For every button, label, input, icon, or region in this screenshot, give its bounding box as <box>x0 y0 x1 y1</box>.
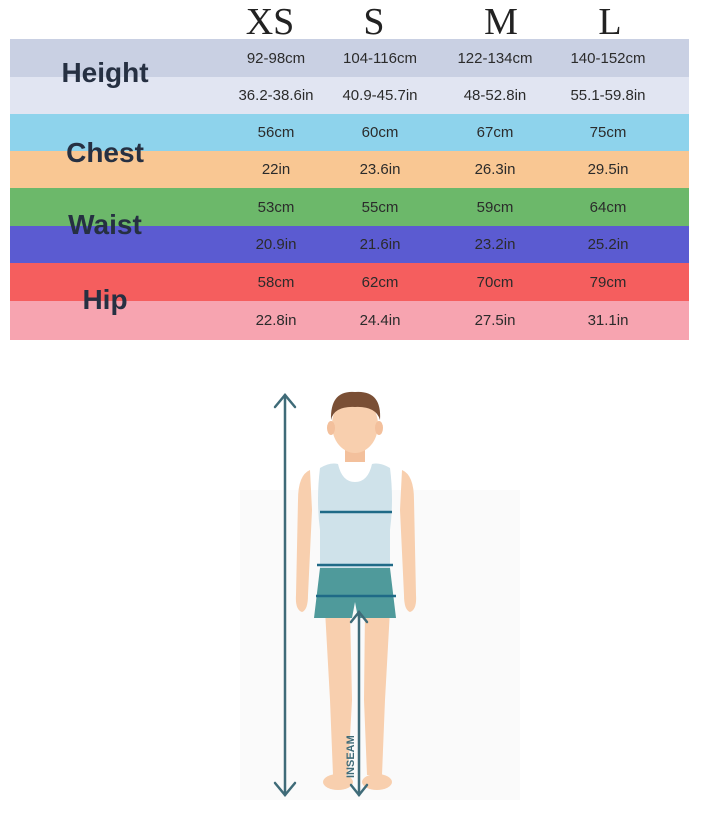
chest-label: Chest <box>66 137 144 168</box>
cell: 26.3in <box>474 161 516 178</box>
height-in-row: 36.2-38.6in 40.9-45.7in 48-52.8in 55.1-5… <box>10 77 689 114</box>
size-header-l: L <box>598 1 622 43</box>
hip-label: Hip <box>82 284 128 315</box>
hip-cm-row: 58cm 62cm 70cm 79cm <box>10 263 689 301</box>
height-cm-row: 92-98cm 104-116cm 122-134cm 140-152cm <box>10 39 689 77</box>
height-arrow-icon <box>273 393 297 797</box>
cell: 27.5in <box>474 312 516 329</box>
cell: 40.9-45.7in <box>342 87 418 104</box>
size-header-m: M <box>484 1 518 43</box>
hair <box>330 391 381 420</box>
cell: 55.1-59.8in <box>570 87 646 104</box>
cell: 79cm <box>589 273 627 291</box>
cell: 22.8in <box>255 312 297 329</box>
waist-in-row: 20.9in 21.6in 23.2in 25.2in <box>10 226 689 263</box>
cell: 24.4in <box>359 312 401 329</box>
waist-label: Waist <box>68 209 142 240</box>
shorts <box>314 568 396 618</box>
cell: 29.5in <box>587 161 629 178</box>
cell: 53cm <box>257 198 295 216</box>
chest-cm-row: 56cm 60cm 67cm 75cm <box>10 114 689 151</box>
right-ear <box>375 421 383 435</box>
waist-cm-row: 53cm 55cm 59cm 64cm <box>10 188 689 226</box>
left-ear <box>327 421 335 435</box>
cell: 58cm <box>257 273 295 291</box>
cell: 70cm <box>476 273 514 291</box>
cell: 140-152cm <box>570 49 646 67</box>
head <box>332 397 378 453</box>
cell: 23.2in <box>474 236 516 253</box>
cell: 20.9in <box>255 236 297 253</box>
cell: 122-134cm <box>457 49 533 67</box>
height-label: Height <box>61 57 149 88</box>
cell: 23.6in <box>359 161 401 178</box>
measurement-bands <box>316 510 396 598</box>
cell: 22in <box>261 161 291 178</box>
cell: 25.2in <box>587 236 629 253</box>
size-header-xs: XS <box>245 1 295 43</box>
cell: 104-116cm <box>343 49 417 67</box>
tank-top <box>318 463 392 568</box>
cell: 56cm <box>257 124 295 141</box>
inseam-arrow-icon <box>349 609 369 798</box>
size-chart-table: 92-98cm 104-116cm 122-134cm 140-152cm 36… <box>10 39 689 340</box>
cell: 55cm <box>361 198 399 216</box>
cell: 36.2-38.6in <box>238 87 314 104</box>
hip-in-row: 22.8in 24.4in 27.5in 31.1in <box>10 301 689 340</box>
cell: 21.6in <box>359 236 401 253</box>
body-measurement-figure: INSEAM <box>240 391 520 800</box>
cell: 31.1in <box>587 312 629 329</box>
legs <box>323 610 392 790</box>
cell: 59cm <box>476 198 514 216</box>
cell: 67cm <box>476 124 514 141</box>
inseam-label: INSEAM <box>345 735 357 778</box>
chest-in-row: 22in 23.6in 26.3in 29.5in <box>10 151 689 188</box>
cell: 60cm <box>361 124 399 141</box>
size-header-s: S <box>363 1 385 43</box>
cell: 75cm <box>589 124 627 141</box>
cell: 92-98cm <box>246 49 306 67</box>
cell: 62cm <box>361 273 399 291</box>
arms <box>295 470 417 612</box>
cell: 48-52.8in <box>463 87 527 104</box>
cell: 64cm <box>589 198 627 216</box>
